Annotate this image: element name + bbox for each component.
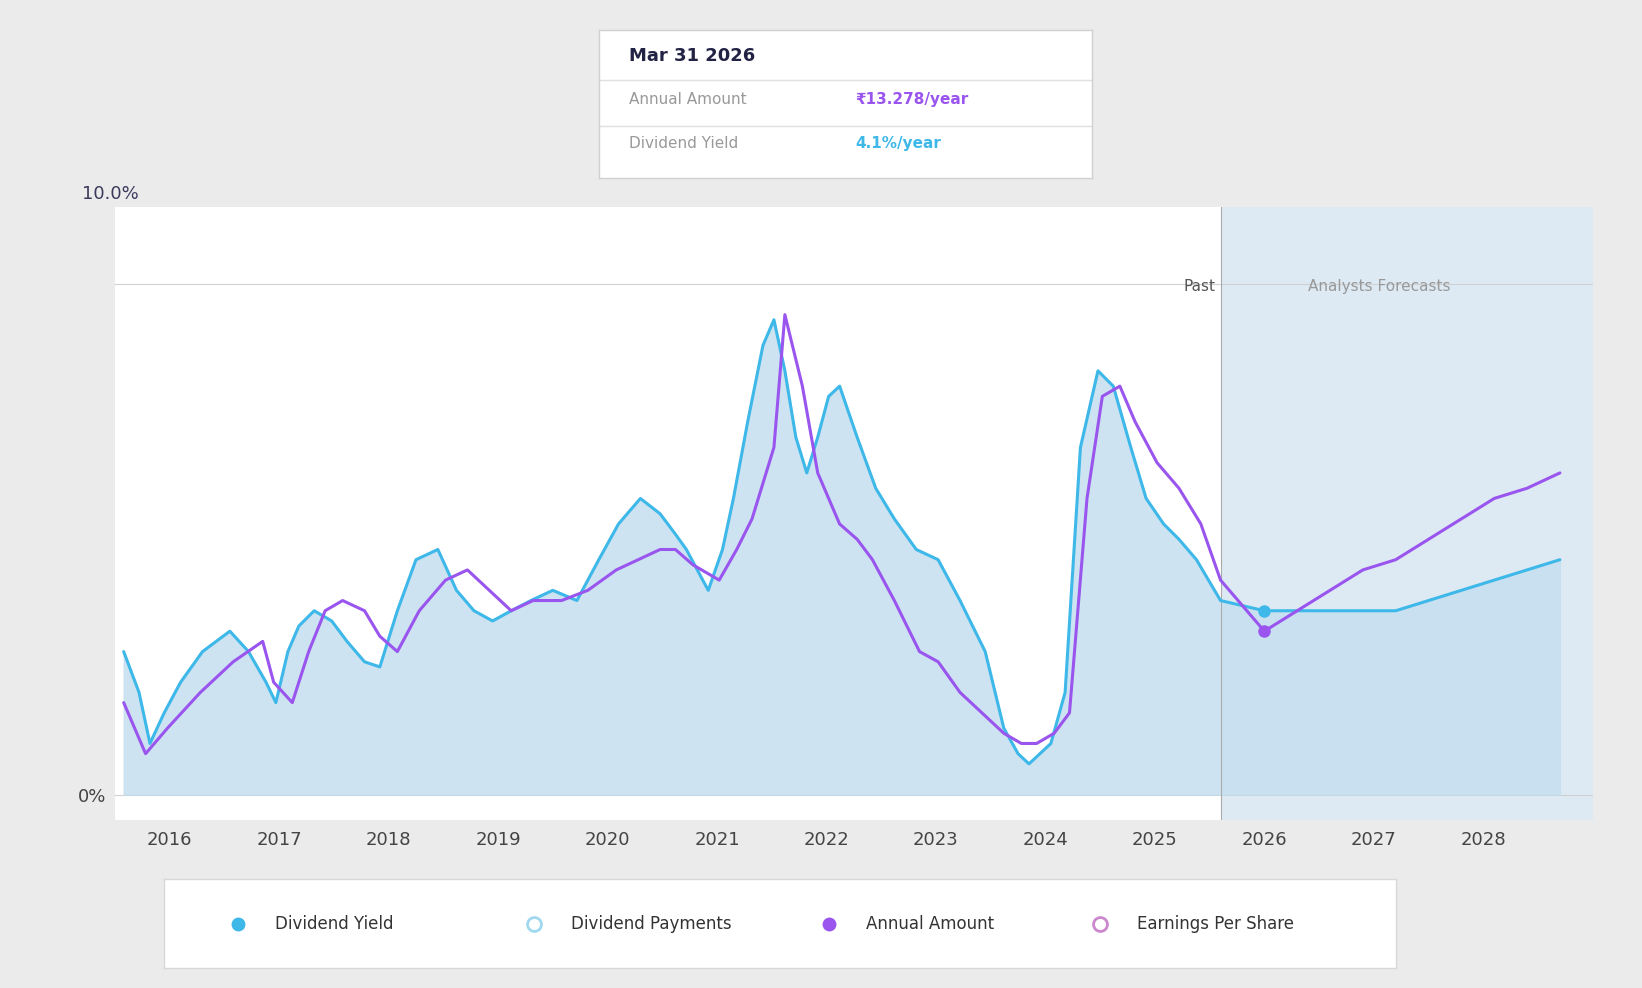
- Text: Dividend Payments: Dividend Payments: [571, 915, 731, 933]
- Bar: [1220, 207, 1593, 820]
- Text: 10.0%: 10.0%: [82, 185, 140, 203]
- Text: Earnings Per Share: Earnings Per Share: [1136, 915, 1294, 933]
- Text: Dividend Yield: Dividend Yield: [276, 915, 394, 933]
- Text: Analysts Forecasts: Analysts Forecasts: [1309, 279, 1450, 294]
- Text: Mar 31 2026: Mar 31 2026: [629, 47, 755, 65]
- Text: Dividend Yield: Dividend Yield: [629, 136, 739, 151]
- Text: ₹13.278/year: ₹13.278/year: [855, 92, 969, 107]
- Text: Past: Past: [1184, 279, 1215, 294]
- Text: Annual Amount: Annual Amount: [867, 915, 995, 933]
- Text: 4.1%/year: 4.1%/year: [855, 136, 941, 151]
- Text: Annual Amount: Annual Amount: [629, 92, 747, 107]
